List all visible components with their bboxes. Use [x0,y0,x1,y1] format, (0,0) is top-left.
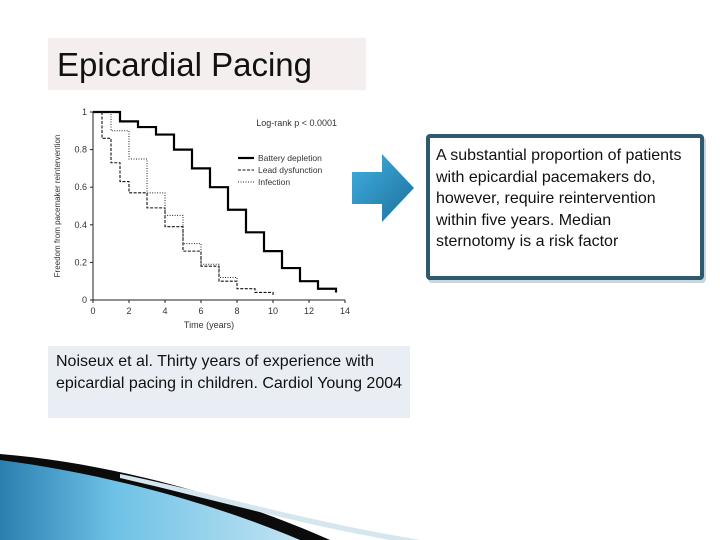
series-line-2 [93,111,274,297]
y-tick-label: 1 [82,107,87,117]
series-line-1 [93,110,338,293]
arrow-right-icon [352,154,414,222]
chart-annotation: Log-rank p < 0.0001 [256,118,337,128]
y-tick-label: 0.2 [74,257,87,267]
x-tick-label: 10 [268,306,278,316]
legend-entry-2: Lead dysfunction [258,165,323,175]
callout-text: A substantial proportion of patients wit… [436,147,682,251]
decorative-swoosh [0,454,420,540]
legend-entry-3: Infection [258,177,290,187]
x-tick-label: 12 [304,306,314,316]
y-tick-label: 0.6 [74,182,87,192]
slide-title: Epicardial Pacing [57,46,312,83]
y-axis-label: Freedom from pacemaker reintervention [53,135,62,278]
x-axis-label: Time (years) [184,320,234,330]
legend-entry-1: Battery depletion [258,153,322,163]
x-tick-label: 14 [340,306,350,316]
y-tick-label: 0.4 [74,220,87,230]
y-tick-label: 0 [82,295,87,305]
x-tick-label: 6 [198,306,203,316]
citation-box: Noiseux et al. Thirty years of experienc… [48,346,410,418]
x-tick-label: 4 [162,306,167,316]
x-tick-label: 0 [90,306,95,316]
x-tick-label: 2 [126,306,131,316]
series-line-3 [93,111,238,285]
callout-box: A substantial proportion of patients wit… [426,134,704,280]
title-box: Epicardial Pacing [48,38,366,90]
x-tick-label: 8 [234,306,239,316]
y-tick-label: 0.8 [74,145,87,155]
chart-figure: 0 0.2 0.4 0.6 0.8 1 0 2 4 6 8 10 12 14 Time (years) Fre… [48,104,350,336]
citation-text: Noiseux et al. Thirty years of experienc… [56,353,403,392]
